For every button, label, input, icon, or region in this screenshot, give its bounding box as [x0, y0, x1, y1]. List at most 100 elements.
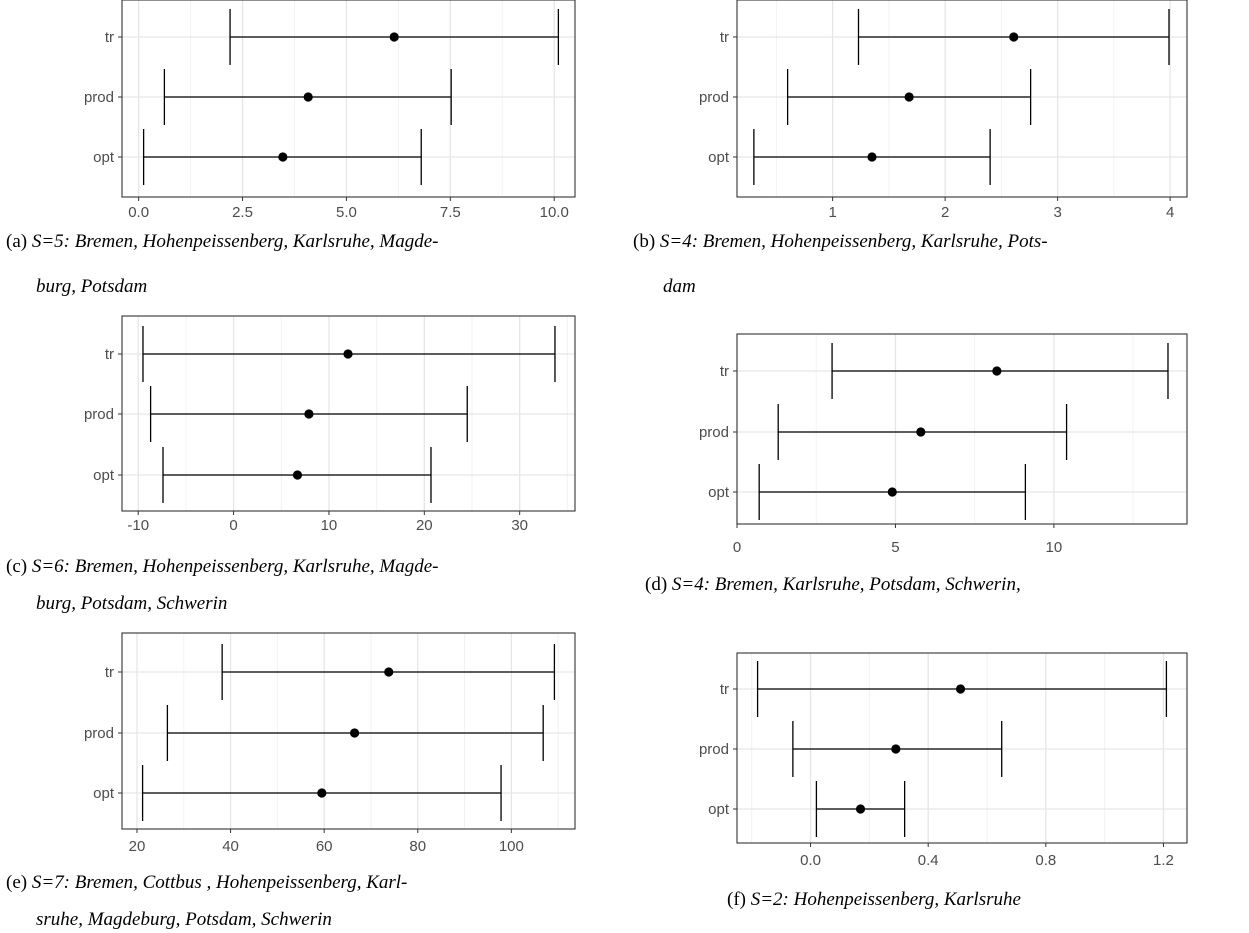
point-estimate-prod	[891, 744, 901, 754]
point-estimate-prod	[303, 92, 313, 102]
x-tick-label: 7.5	[440, 204, 461, 221]
y-tick-label-prod: prod	[84, 89, 114, 106]
point-estimate-tr	[992, 366, 1002, 376]
point-estimate-opt	[278, 152, 288, 162]
point-estimate-tr	[384, 667, 394, 677]
plot-background	[122, 0, 575, 197]
y-tick-label-opt: opt	[93, 467, 115, 484]
x-tick-label: 60	[316, 838, 333, 855]
y-tick-label-prod: prod	[84, 406, 114, 423]
point-estimate-prod	[916, 427, 926, 437]
caption-line: (b) S=4: Bremen, Hohenpeissenberg, Karls…	[633, 231, 1048, 252]
x-tick-label: 0.0	[128, 204, 149, 221]
x-tick-label: 5	[891, 539, 899, 556]
panel-a: tr prod opt 0.0 2.5 5.0 7.5 10.0 (a) S=5: Bremen…	[6, 0, 576, 297]
point-estimate-opt	[887, 487, 897, 497]
y-tick-label-prod: prod	[84, 725, 114, 742]
x-tick-label: -10	[127, 517, 149, 534]
x-tick-label: 10	[1046, 539, 1063, 556]
plot-border	[121, 315, 576, 512]
caption-text: S=2: Hohenpeissenberg, Karlsruhe	[751, 889, 1021, 910]
point-estimate-tr	[389, 32, 399, 42]
caption-text: sruhe, Magdeburg, Potsdam, Schwerin	[36, 909, 332, 930]
caption-panel-label: (b)	[633, 231, 660, 252]
x-tick-label: 0.0	[800, 852, 821, 869]
x-tick-label: 100	[499, 838, 524, 855]
plot-border	[736, 333, 1188, 525]
caption-line: burg, Potsdam, Schwerin	[36, 593, 227, 614]
y-tick-label-opt: opt	[708, 801, 730, 818]
caption-line: (c) S=6: Bremen, Hohenpeissenberg, Karls…	[6, 556, 439, 577]
x-tick-label: 1	[828, 204, 836, 221]
caption-text: S=4: Bremen, Hohenpeissenberg, Karlsruhe…	[660, 231, 1048, 252]
y-tick-label-tr: tr	[105, 664, 114, 681]
y-tick-label-tr: tr	[720, 363, 729, 380]
x-tick-label: 5.0	[336, 204, 357, 221]
panel-e: tr prod opt 20 40 60 80 100 (e) S=7: Bremen, Cot…	[6, 632, 576, 930]
point-estimate-tr	[343, 349, 353, 359]
x-tick-label: 10.0	[540, 204, 569, 221]
panel-f: tr prod opt 0.0 0.4 0.8 1.2 (f) S=2: Hohenpeiss…	[699, 652, 1188, 910]
y-tick-label-tr: tr	[720, 29, 729, 46]
plot-border	[121, 0, 576, 198]
point-estimate-tr	[955, 684, 966, 694]
y-tick-label-opt: opt	[93, 785, 115, 802]
caption-line: sruhe, Magdeburg, Potsdam, Schwerin	[36, 909, 332, 930]
x-tick-label: 2.5	[232, 204, 253, 221]
caption-panel-label: (d)	[645, 574, 672, 595]
x-tick-label: 2	[941, 204, 949, 221]
caption-line: (d) S=4: Bremen, Karlsruhe, Potsdam, Sch…	[645, 574, 1021, 595]
y-tick-label-opt: opt	[93, 149, 115, 166]
caption-line: (a) S=5: Bremen, Hohenpeissenberg, Karls…	[6, 231, 439, 252]
caption-text: S=4: Bremen, Karlsruhe, Potsdam, Schweri…	[672, 574, 1021, 595]
x-tick-label: 10	[321, 517, 338, 534]
y-tick-label-prod: prod	[699, 424, 729, 441]
plot-background	[737, 334, 1187, 524]
y-tick-label-opt: opt	[708, 149, 730, 166]
caption-panel-label: (a)	[6, 231, 32, 252]
panel-c: tr prod opt -10 0 10 20 30 (c) S=6: Bremen, Hohe…	[6, 315, 576, 614]
panel-b: tr prod opt 1 2 3 4 (b) S=4: Bremen, Hohenpeiss…	[633, 0, 1188, 297]
caption-line: dam	[663, 276, 696, 297]
point-estimate-opt	[867, 152, 877, 162]
x-tick-label: 80	[409, 838, 426, 855]
caption-text: dam	[663, 276, 696, 297]
x-tick-label: 1.2	[1153, 852, 1174, 869]
point-estimate-opt	[317, 788, 327, 798]
caption-text: S=7: Bremen, Cottbus , Hohenpeissenberg,…	[32, 872, 408, 893]
caption-panel-label: (c)	[6, 556, 32, 577]
plot-background	[737, 0, 1187, 197]
plot-background	[737, 653, 1187, 843]
x-tick-label: 0.4	[918, 852, 939, 869]
plot-border	[736, 0, 1188, 198]
plot-border	[736, 652, 1188, 844]
x-tick-label: 3	[1053, 204, 1061, 221]
x-tick-label: 4	[1166, 204, 1174, 221]
y-tick-label-tr: tr	[105, 29, 114, 46]
caption-line: (f) S=2: Hohenpeissenberg, Karlsruhe	[727, 889, 1021, 910]
x-tick-label: 30	[511, 517, 528, 534]
y-tick-label-prod: prod	[699, 741, 729, 758]
x-tick-label: 0	[733, 539, 741, 556]
x-tick-label: 0.8	[1035, 852, 1056, 869]
x-tick-label: 20	[416, 517, 433, 534]
y-tick-label-prod: prod	[699, 89, 729, 106]
x-tick-label: 20	[129, 838, 146, 855]
point-estimate-prod	[349, 728, 360, 738]
panel-d: tr prod opt 0 5 10 (d) S=4: Bremen, Karlsruhe,…	[645, 333, 1188, 595]
caption-line: burg, Potsdam	[36, 276, 147, 297]
x-tick-label: 40	[222, 838, 239, 855]
caption-text: S=5: Bremen, Hohenpeissenberg, Karlsruhe…	[32, 231, 439, 252]
caption-text: burg, Potsdam, Schwerin	[36, 593, 227, 614]
x-tick-label: 0	[229, 517, 237, 534]
y-tick-label-tr: tr	[720, 681, 729, 698]
plot-border	[121, 632, 576, 830]
caption-text: S=6: Bremen, Hohenpeissenberg, Karlsruhe…	[32, 556, 439, 577]
point-estimate-opt	[855, 804, 866, 814]
caption-panel-label: (e)	[6, 872, 32, 893]
point-estimate-opt	[292, 470, 303, 480]
y-tick-label-tr: tr	[105, 346, 114, 363]
point-estimate-tr	[1009, 32, 1019, 42]
y-tick-label-opt: opt	[708, 484, 730, 501]
